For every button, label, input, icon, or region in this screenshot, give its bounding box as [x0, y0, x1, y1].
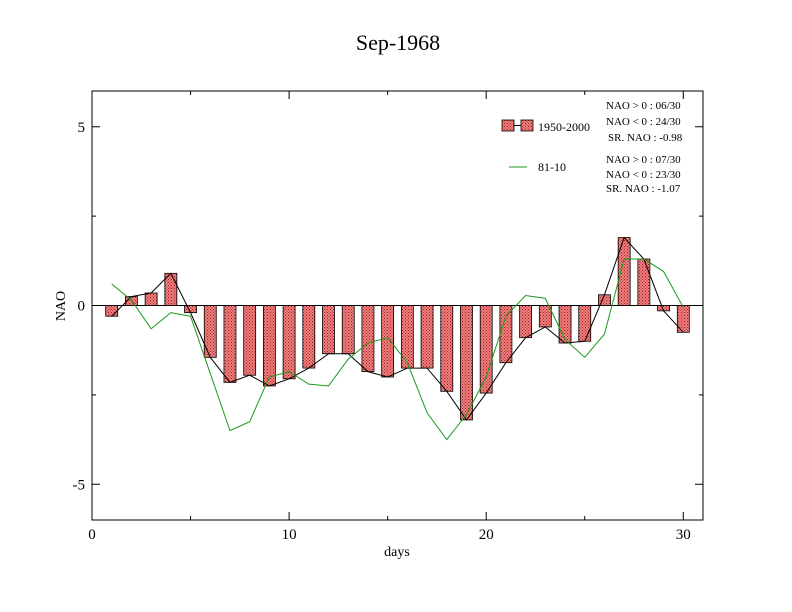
x-axis-label: days — [384, 545, 410, 560]
bar-day-9 — [262, 305, 276, 387]
bar-day-22 — [519, 305, 533, 339]
bar-day-25 — [578, 305, 592, 342]
series-line-81-10 — [111, 258, 684, 441]
stat-1950-nao-pos: NAO > 0 : 06/30 — [606, 100, 681, 112]
bar-day-16 — [400, 305, 414, 369]
lines-layer — [111, 236, 684, 441]
bar-day-7 — [223, 305, 237, 383]
y-axis-label: NAO — [54, 291, 69, 321]
legend-entry-1950-2000: 1950-2000 — [538, 120, 590, 134]
stat-8110-nao-pos: NAO > 0 : 07/30 — [606, 154, 681, 166]
bar-day-12 — [322, 305, 335, 355]
bar-day-13 — [341, 305, 355, 355]
bar-day-28 — [637, 258, 651, 306]
x-tick-label-30: 30 — [676, 527, 691, 543]
bar-day-3 — [144, 292, 158, 306]
bar-day-14 — [361, 305, 375, 373]
x-tick-label-20: 20 — [479, 527, 494, 543]
bar-day-18 — [440, 305, 454, 392]
bar-day-23 — [538, 305, 552, 328]
bar-day-27 — [617, 237, 631, 306]
y-tick-label-5: 5 — [78, 120, 86, 136]
stat-1950-sr-nao: SR. NAO : -0.98 — [608, 132, 683, 144]
y-tick-label-0: 0 — [78, 299, 86, 315]
chart-title: Sep-1968 — [356, 30, 440, 55]
stat-8110-sr-nao: SR. NAO : -1.07 — [606, 183, 681, 195]
axis-ticks: 0 10 20 30 -5 0 5 — [73, 91, 703, 543]
bars-1950-2000 — [105, 237, 690, 421]
bar-day-20 — [479, 305, 493, 394]
stats-annotations: NAO > 0 : 06/30 NAO < 0 : 24/30 SR. NAO … — [606, 100, 683, 195]
bar-day-11 — [302, 305, 316, 369]
bar-day-8 — [243, 305, 257, 376]
legend-entry-81-10: 81-10 — [538, 160, 566, 174]
bar-day-19 — [460, 305, 473, 421]
bar-day-6 — [203, 305, 217, 358]
legend-bar-swatch-right — [520, 119, 534, 132]
stat-8110-nao-neg: NAO < 0 : 23/30 — [606, 169, 681, 181]
series-line-1950-2000 — [111, 236, 684, 421]
legend: 1950-2000 81-10 — [501, 119, 590, 174]
legend-bar-swatch-left — [501, 119, 515, 132]
bar-day-24 — [558, 305, 572, 344]
y-tick-label--5: -5 — [73, 477, 86, 493]
bar-day-17 — [420, 305, 434, 369]
bar-day-1 — [105, 305, 119, 317]
bar-day-15 — [381, 305, 395, 378]
bar-day-10 — [282, 305, 296, 380]
x-tick-label-0: 0 — [88, 527, 96, 543]
stat-1950-nao-neg: NAO < 0 : 24/30 — [606, 116, 681, 128]
bar-day-21 — [499, 305, 513, 364]
x-tick-label-10: 10 — [282, 527, 297, 543]
